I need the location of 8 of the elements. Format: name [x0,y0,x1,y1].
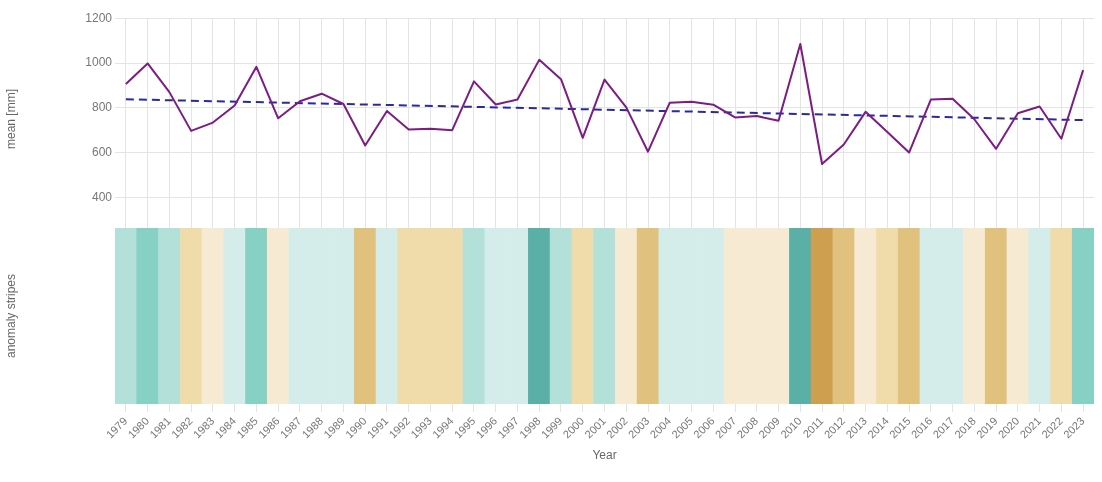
y-tick-label: 800 [91,100,113,115]
y-tick-label: 1000 [85,55,113,70]
y-tick-label: 1200 [85,10,113,25]
y-axis-title: anomaly stripes [3,273,18,358]
y-axis-title: mean [mm] [3,88,18,150]
x-axis-title: Year [592,448,617,463]
y-tick-label: 600 [91,144,113,159]
y-tick-label: 400 [91,189,113,204]
